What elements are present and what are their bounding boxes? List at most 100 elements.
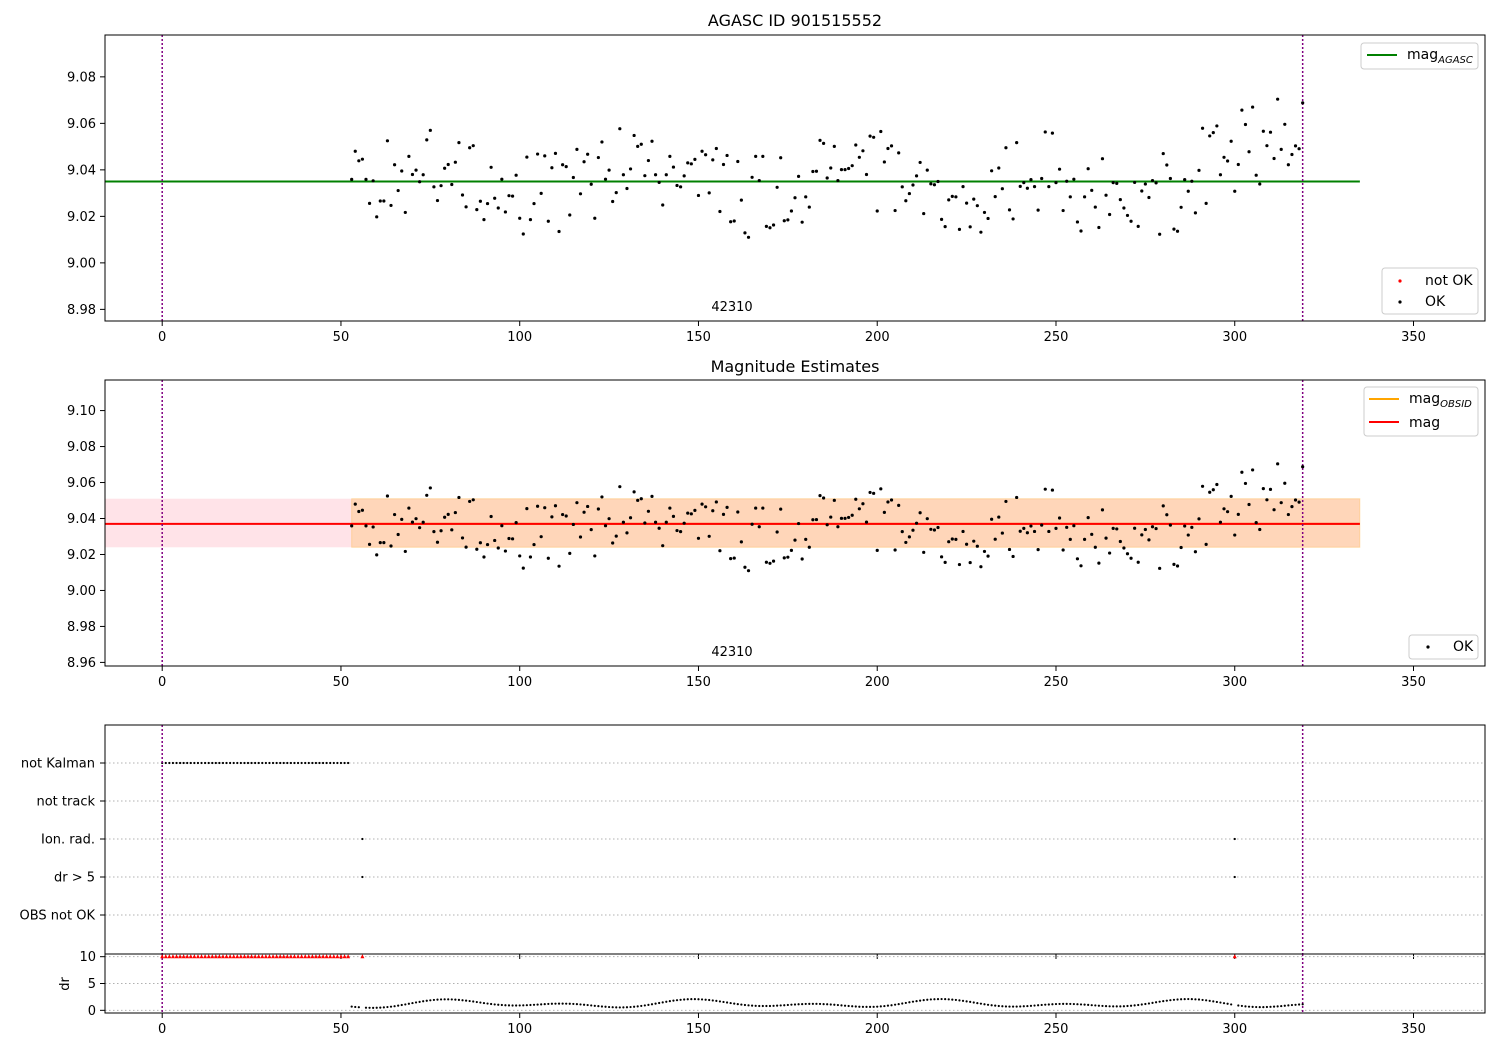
estimate-ok-point	[1290, 505, 1294, 509]
ok-point	[1104, 193, 1108, 197]
dr-capped-point	[238, 954, 243, 959]
dr-point	[472, 1000, 475, 1003]
estimate-ok-point	[539, 535, 543, 539]
dr-point	[1001, 1005, 1004, 1008]
dr-point	[808, 1002, 811, 1005]
ok-point	[825, 176, 829, 180]
estimate-ok-point	[1065, 525, 1069, 529]
dr-point	[804, 1002, 807, 1006]
estimate-ok-point	[897, 503, 901, 507]
ok-point	[510, 194, 515, 198]
estimates-legend-lower: OK	[1408, 634, 1479, 660]
dr-point	[1137, 1003, 1140, 1007]
ok-point	[761, 154, 765, 158]
dr-point	[1065, 1002, 1068, 1005]
estimate-ok-point	[1265, 498, 1269, 502]
ok-point	[1204, 201, 1208, 205]
mag-obsid-legend-name: mag	[1409, 391, 1440, 407]
ok-point	[1233, 189, 1237, 193]
estimate-ok-point	[643, 521, 647, 525]
estimate-ok-point	[864, 520, 869, 524]
estimate-ok-point	[1179, 545, 1183, 550]
ok-point	[1208, 134, 1212, 138]
estimate-ok-point	[1050, 488, 1055, 492]
estimate-ok-point	[918, 511, 922, 515]
dr-point	[1097, 1004, 1100, 1007]
flag-point	[347, 761, 350, 765]
dr-point	[375, 1006, 378, 1009]
estimate-ok-point	[1011, 554, 1015, 559]
dr-point	[1069, 1002, 1072, 1006]
agasc-xtick-label: 350	[1401, 330, 1426, 345]
dr-point	[511, 1004, 514, 1007]
ok-point	[600, 140, 604, 144]
dr-point	[1287, 1004, 1290, 1007]
dr-capped-point	[174, 954, 179, 959]
dr-point	[829, 1003, 832, 1006]
estimate-ok-point	[496, 546, 500, 550]
flag-point	[171, 761, 175, 765]
ok-point	[578, 192, 583, 196]
estimate-ok-point	[1018, 529, 1022, 533]
dr-point	[1222, 1002, 1226, 1005]
ok-point	[1229, 139, 1233, 143]
flag-point	[293, 761, 296, 765]
dr-point	[486, 1002, 489, 1005]
dr-point	[926, 998, 929, 1001]
ok-point	[675, 183, 679, 188]
ok-point	[1225, 159, 1230, 163]
dr-point	[1008, 1005, 1011, 1008]
dr-point	[758, 1004, 761, 1008]
dr-point	[572, 1002, 575, 1006]
ok-point	[371, 179, 375, 183]
ok-point	[485, 201, 490, 206]
estimate-ok-point	[997, 515, 1001, 519]
dr-point	[525, 1004, 528, 1007]
estimate-ok-point	[471, 498, 475, 502]
agasc-ytick-label: 9.06	[67, 117, 96, 132]
dr-capped-point	[249, 954, 254, 959]
dr-point	[529, 1003, 532, 1007]
ok-point	[879, 129, 883, 134]
dr-point	[768, 1004, 772, 1008]
estimate-ok-point	[525, 507, 529, 511]
dr-point	[586, 1003, 589, 1007]
dr-point	[372, 1006, 375, 1009]
estimates-ytick-label: 9.02	[67, 548, 96, 563]
ok-point	[886, 146, 890, 151]
ok-point	[861, 149, 865, 153]
estimate-ok-point	[818, 494, 822, 498]
estimate-ok-point	[1293, 498, 1298, 502]
estimate-ok-point	[457, 495, 461, 500]
estimate-ok-point	[800, 557, 804, 561]
estimate-ok-point	[900, 530, 904, 534]
estimate-ok-point	[893, 548, 897, 552]
estimate-ok-point	[518, 554, 522, 558]
flag-point	[178, 761, 182, 765]
ok-point	[643, 174, 647, 178]
estimate-ok-point	[1236, 512, 1240, 516]
dr-point	[675, 999, 679, 1002]
ok-point	[936, 179, 940, 184]
ok-point	[503, 210, 508, 214]
dr-capped-point	[346, 954, 351, 959]
ok-point	[743, 231, 747, 235]
estimate-ok-point	[729, 557, 733, 561]
dr-point	[565, 1002, 568, 1005]
ok-point	[1236, 162, 1240, 167]
ok-point	[832, 144, 836, 148]
dr-point	[861, 1005, 865, 1008]
dr-xtick-label: 350	[1401, 1022, 1426, 1037]
dr-point	[940, 997, 943, 1001]
ok-point	[1251, 105, 1255, 109]
ok-point	[414, 168, 418, 172]
dr-point	[1237, 1004, 1240, 1007]
estimate-ok-point	[804, 537, 808, 541]
ok-point	[507, 194, 511, 198]
ok-point	[450, 182, 454, 187]
agasc-ytick-label: 8.98	[67, 303, 96, 318]
ok-point	[546, 219, 550, 223]
dr-point	[1194, 998, 1197, 1001]
estimate-ok-point	[754, 506, 758, 510]
ok-point	[360, 157, 365, 161]
